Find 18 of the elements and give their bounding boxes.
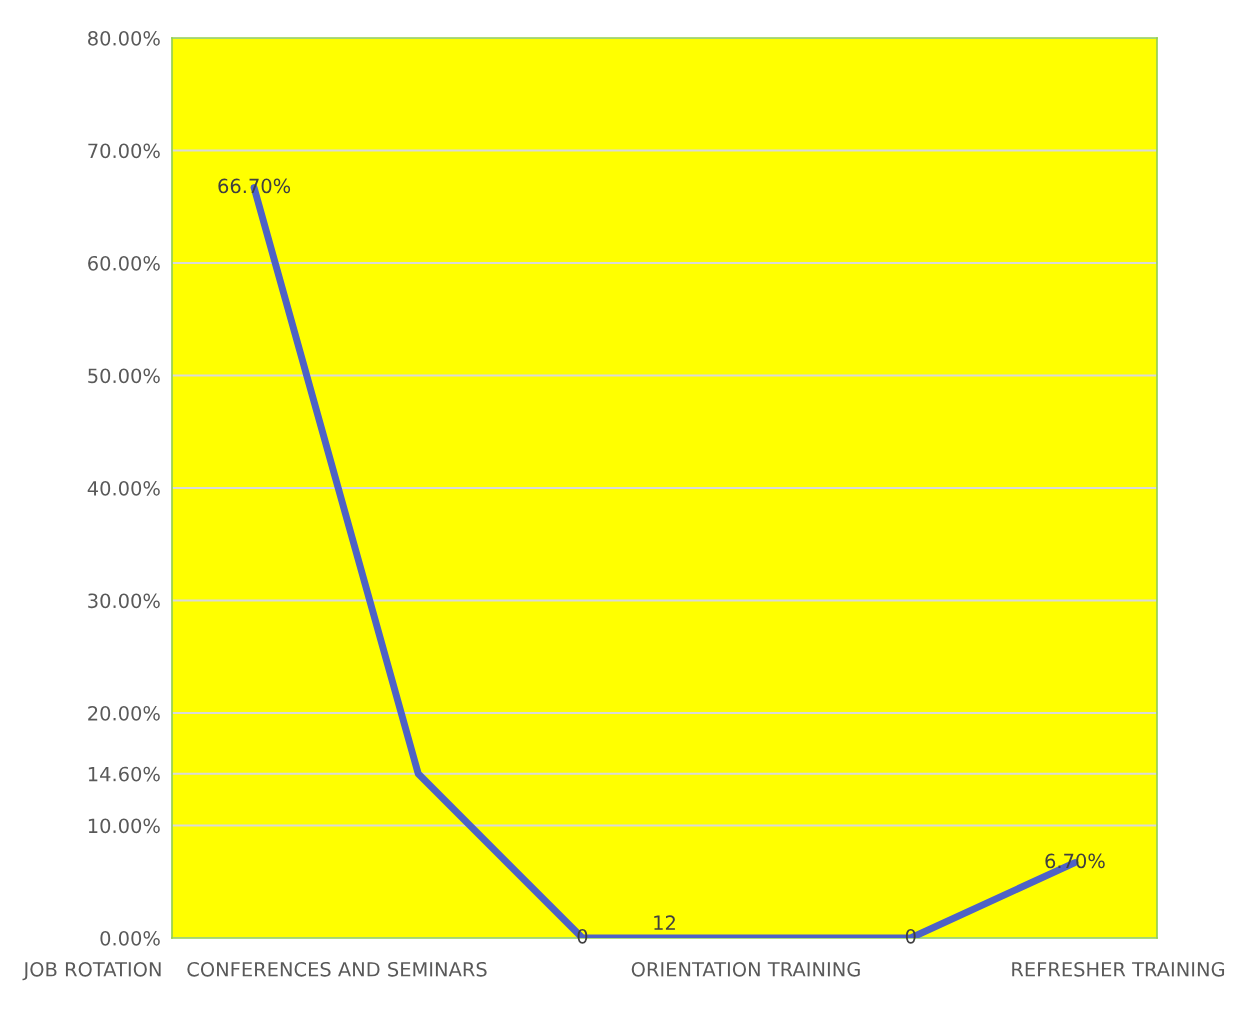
data-label: 6.70%: [1045, 853, 1105, 869]
text: CONFERENCES AND SEMINARS: [187, 961, 487, 977]
y-tick-label: 30.00%: [88, 593, 160, 609]
y-tick-label: 70.00%: [88, 143, 160, 159]
text: REFRESHER TRAINING: [1012, 961, 1225, 977]
y-tick-label: 40.00%: [87, 480, 160, 496]
text: ORIENTATION TRAINING: [631, 961, 860, 977]
y-tick-label: 20.00%: [88, 705, 160, 721]
data-label: 0: [905, 928, 916, 944]
y-tick-label: 0.00%: [100, 930, 160, 946]
annotation: 12: [654, 915, 675, 930]
y-tick-label: 80.00%: [88, 30, 160, 46]
text: JOB ROTATION: [22, 961, 161, 981]
y-tick-label: 50.00%: [88, 368, 160, 384]
y-tick-label: 60.00%: [88, 255, 160, 271]
data-label: 66.70%: [218, 178, 291, 194]
y-tick-label: 14.60%: [88, 766, 160, 782]
y-tick-label: 10.00%: [88, 818, 160, 834]
